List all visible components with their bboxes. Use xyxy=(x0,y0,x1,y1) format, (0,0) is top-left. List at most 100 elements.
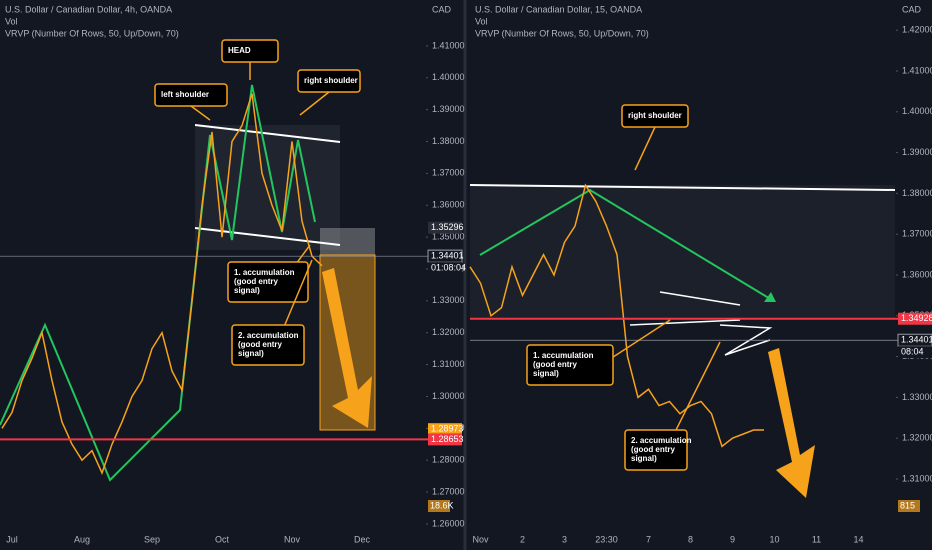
subtitle: Vol xyxy=(5,16,18,26)
x-tick-label: Aug xyxy=(74,534,90,544)
annotation-text: (good entry xyxy=(238,340,283,349)
price-tag xyxy=(428,433,462,446)
x-tick-label: Nov xyxy=(472,534,489,544)
y-tick-label: 1.26000 xyxy=(432,518,465,528)
x-tick-label: 23:30 xyxy=(595,534,618,544)
price-tag-label: 1.34401 xyxy=(431,251,464,261)
annotation-box xyxy=(297,69,361,93)
annotation-text: (good entry xyxy=(234,277,279,286)
x-tick-label: 14 xyxy=(853,534,863,544)
y-tick-label: 1.42000 xyxy=(902,25,932,35)
y-tick-label: 1.35000 xyxy=(432,231,465,241)
stop-zone xyxy=(320,228,375,255)
price-tag-label: 1.28973 xyxy=(431,424,464,434)
callout-pointer xyxy=(190,105,211,121)
y-tick-label: 1.32000 xyxy=(432,327,465,337)
x-tick-label: 8 xyxy=(688,534,693,544)
y-tick-label: 1.31000 xyxy=(902,473,932,483)
timer-box xyxy=(898,346,932,359)
price-tag-label: 1.34928 xyxy=(901,313,932,323)
x-tick-label: Jul xyxy=(6,534,18,544)
annotation-text: 1. accumulation xyxy=(533,351,594,360)
y-tick-label: 1.33000 xyxy=(432,295,465,305)
y-tick-label: 1.39000 xyxy=(432,104,465,114)
y-tick-label: 1.40000 xyxy=(902,106,932,116)
price-tag-label: 1.35296 xyxy=(431,222,464,232)
price-tag xyxy=(428,221,462,234)
y-tick-label: 1.36000 xyxy=(432,200,465,210)
x-tick-label: Dec xyxy=(354,534,371,544)
pattern-zigzag xyxy=(0,84,316,482)
annotation-text: (good entry xyxy=(631,445,676,454)
price-tag xyxy=(428,423,462,436)
title: U.S. Dollar / Canadian Dollar, 4h, OANDA xyxy=(5,4,172,14)
y-tick-label: 1.37000 xyxy=(432,168,465,178)
annotation-text: 1. accumulation xyxy=(234,268,295,277)
resistance xyxy=(469,184,896,191)
x-tick-label: 10 xyxy=(769,534,779,544)
y-tick-label: 1.39000 xyxy=(902,147,932,157)
volume-tag-label: 815 xyxy=(900,500,915,510)
x-tick-label: 3 xyxy=(562,534,567,544)
pattern-line xyxy=(479,188,773,301)
y-tick-label: 1.36000 xyxy=(902,269,932,279)
annotation: right shoulder xyxy=(621,104,689,128)
pattern-zone xyxy=(195,125,340,250)
triangle xyxy=(719,324,773,356)
y-tick-label: 1.41000 xyxy=(902,65,932,75)
channel-high xyxy=(659,291,741,306)
annotation-box xyxy=(154,83,228,107)
title: U.S. Dollar / Canadian Dollar, 15, OANDA xyxy=(475,4,642,14)
annotation-box xyxy=(231,324,305,366)
subtitle: VRVP (Number Of Rows, 50, Up/Down, 70) xyxy=(5,28,179,38)
annotation-box xyxy=(221,39,279,63)
volume-tag xyxy=(428,500,450,512)
price-line xyxy=(1,93,323,475)
annotation-box xyxy=(624,429,688,471)
axis-label: CAD xyxy=(902,4,922,14)
annotation-text: signal) xyxy=(631,454,657,463)
x-tick-label: Nov xyxy=(284,534,301,544)
x-tick-label: Sep xyxy=(144,534,160,544)
price-tag xyxy=(898,312,932,325)
arrowhead xyxy=(764,292,776,302)
y-tick-label: 1.28000 xyxy=(432,455,465,465)
x-tick-label: Oct xyxy=(215,534,230,544)
y-tick-label: 1.38000 xyxy=(902,188,932,198)
y-tick-label: 1.31000 xyxy=(432,359,465,369)
annotation-box xyxy=(227,261,309,303)
neckline xyxy=(194,227,341,246)
callout-pointer xyxy=(634,126,656,171)
annotation-text: HEAD xyxy=(228,46,251,55)
down-arrow xyxy=(322,268,372,428)
annotation-text: signal) xyxy=(238,349,264,358)
y-tick-label: 1.40000 xyxy=(432,72,465,82)
subtitle: Vol xyxy=(475,16,488,26)
annotation-text: right shoulder xyxy=(628,111,682,120)
timer-box xyxy=(428,262,462,275)
y-tick-label: 1.33000 xyxy=(902,392,932,402)
annotation-text: right shoulder xyxy=(304,76,358,85)
x-tick-label: 7 xyxy=(646,534,651,544)
axis-label: CAD xyxy=(432,4,452,14)
volume-tag xyxy=(898,500,920,512)
annotation: left shoulder xyxy=(154,83,228,107)
annotation-text: 2. accumulation xyxy=(631,436,692,445)
x-tick-label: 2 xyxy=(520,534,525,544)
y-tick-label: 1.27000 xyxy=(432,486,465,496)
annotation-box xyxy=(526,344,614,386)
volume-tag-label: 18.6K xyxy=(430,500,454,510)
y-tick-label: 1.38000 xyxy=(432,136,465,146)
annotation-text: left shoulder xyxy=(161,90,209,99)
y-tick-label: 1.37000 xyxy=(902,229,932,239)
y-tick-label: 1.30000 xyxy=(432,391,465,401)
neckline-top xyxy=(194,124,341,143)
y-tick-label: 1.41000 xyxy=(432,40,465,50)
price-tag-label: 1.28653 xyxy=(431,434,464,444)
